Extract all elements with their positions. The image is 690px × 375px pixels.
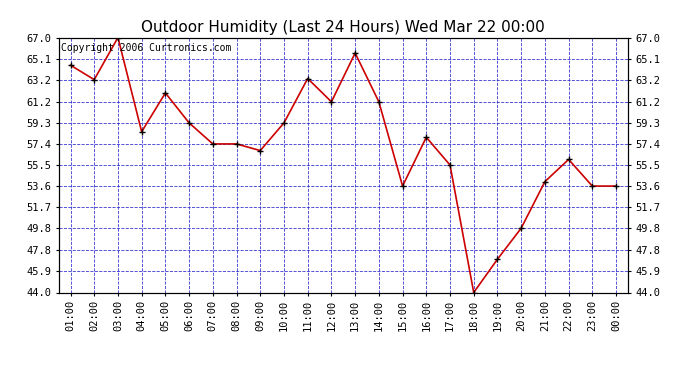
- Title: Outdoor Humidity (Last 24 Hours) Wed Mar 22 00:00: Outdoor Humidity (Last 24 Hours) Wed Mar…: [141, 20, 545, 35]
- Text: Copyright 2006 Curtronics.com: Copyright 2006 Curtronics.com: [61, 43, 232, 52]
